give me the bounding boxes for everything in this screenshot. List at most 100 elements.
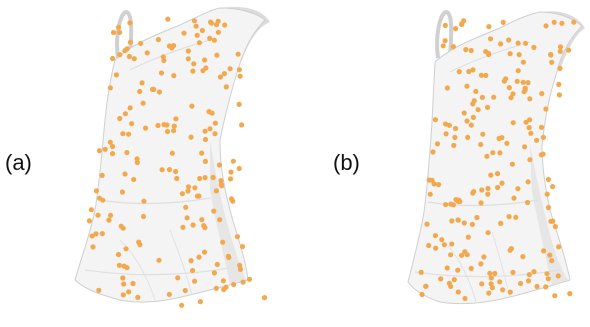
sample-point — [470, 190, 476, 196]
sample-point — [202, 128, 208, 134]
sample-point — [191, 61, 197, 67]
sample-point — [183, 204, 189, 210]
sample-point — [231, 281, 237, 288]
sample-point — [121, 281, 127, 287]
sample-point — [119, 189, 125, 195]
sample-point — [513, 214, 519, 220]
sample-point — [169, 150, 175, 156]
sample-point — [227, 66, 233, 72]
sample-point — [450, 44, 456, 50]
sample-point — [473, 88, 479, 94]
sample-point — [120, 131, 126, 137]
sample-point — [174, 175, 180, 182]
sample-point — [96, 195, 103, 201]
sample-point — [190, 68, 196, 74]
sample-point — [127, 105, 133, 111]
sample-point — [102, 146, 108, 152]
sample-point — [459, 252, 465, 258]
sample-point — [527, 157, 533, 163]
sample-point — [207, 35, 213, 42]
sample-point — [432, 117, 438, 123]
sample-point — [484, 104, 491, 110]
sample-point — [540, 134, 546, 140]
sample-point — [470, 67, 476, 73]
sample-point — [470, 101, 476, 107]
sample-point — [86, 218, 92, 224]
sample-point — [485, 230, 491, 236]
sample-point — [480, 131, 486, 137]
sample-point — [216, 162, 222, 168]
sample-point — [556, 244, 562, 250]
dress-shape-b — [407, 9, 585, 305]
sample-point — [463, 47, 469, 53]
point-cloud-a — [86, 16, 268, 308]
sample-point — [166, 291, 172, 297]
sample-point — [122, 171, 128, 177]
sample-point — [524, 199, 531, 206]
sample-point — [469, 221, 475, 227]
sample-point — [134, 156, 140, 162]
sample-point — [426, 242, 432, 249]
sample-point — [189, 103, 195, 109]
sample-point — [218, 181, 224, 187]
sample-point — [137, 88, 143, 95]
sample-point — [212, 131, 218, 137]
sample-point — [455, 267, 461, 273]
sample-point — [90, 244, 96, 250]
sample-point — [549, 59, 555, 65]
sample-point — [539, 91, 545, 97]
sample-point — [498, 41, 504, 47]
sample-point — [545, 204, 552, 211]
sample-point — [436, 182, 442, 188]
sample-point — [226, 254, 232, 261]
sample-point — [240, 279, 246, 285]
sample-point — [107, 139, 113, 145]
sample-point — [126, 53, 132, 60]
sample-point — [199, 150, 205, 156]
sample-point — [515, 68, 521, 74]
sample-point — [538, 124, 545, 130]
sample-point — [239, 122, 245, 128]
panel-label-b: (b) — [333, 150, 360, 175]
sample-point — [433, 245, 439, 251]
sample-point — [110, 29, 117, 36]
sample-point — [171, 128, 177, 134]
sample-point — [534, 137, 540, 143]
sample-point — [499, 135, 505, 141]
sample-point — [531, 269, 537, 275]
sample-point — [236, 67, 242, 73]
sample-point — [131, 176, 137, 183]
sample-point — [543, 106, 549, 112]
sample-point — [523, 40, 529, 46]
sample-point — [478, 72, 484, 78]
sample-point — [531, 44, 537, 51]
sample-point — [108, 212, 114, 218]
sample-point — [491, 94, 497, 100]
sample-point — [526, 125, 532, 131]
sample-point — [246, 276, 253, 282]
sample-point — [185, 48, 191, 54]
sample-point — [107, 85, 113, 91]
sample-point — [197, 175, 203, 182]
sample-point — [442, 38, 448, 44]
sample-point — [475, 107, 481, 113]
sample-point — [551, 19, 557, 25]
sample-point — [462, 295, 468, 302]
sample-point — [236, 165, 242, 172]
sample-point — [534, 283, 540, 290]
sample-point — [515, 186, 521, 192]
sample-point — [510, 269, 516, 275]
sample-point — [488, 172, 494, 178]
sample-point — [479, 187, 485, 193]
sample-point — [508, 246, 514, 252]
sample-point — [440, 43, 446, 49]
sample-point — [139, 80, 145, 86]
sample-point — [239, 244, 246, 250]
sample-point — [527, 96, 533, 102]
sample-point — [155, 37, 161, 43]
sample-point — [449, 218, 455, 224]
sample-point — [202, 57, 208, 63]
sample-point — [199, 27, 205, 34]
sample-point — [552, 293, 558, 299]
sample-point — [545, 176, 551, 183]
